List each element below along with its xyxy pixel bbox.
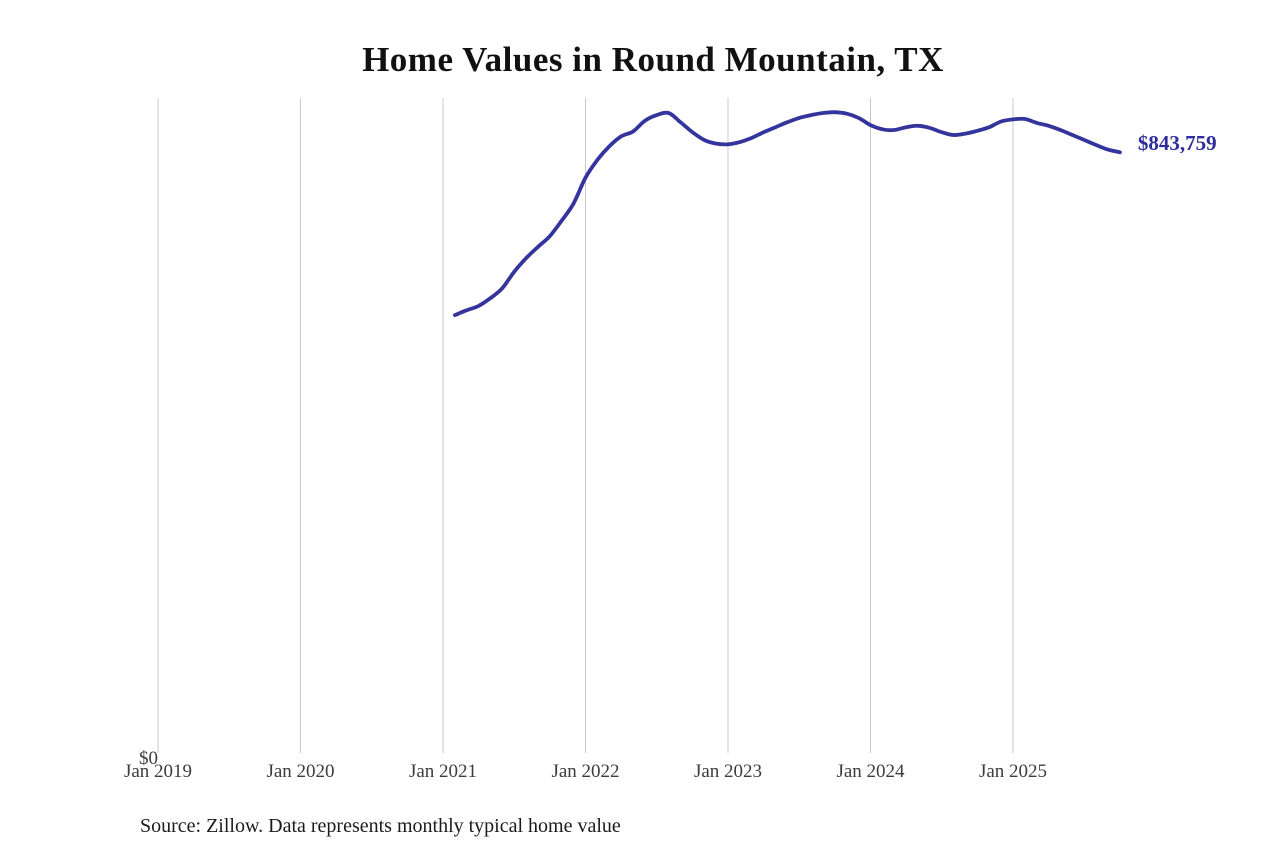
year-gridlines: [157, 98, 1014, 753]
chart-title: Home Values in Round Mountain, TX: [362, 40, 944, 79]
x-tick-label: Jan 2019: [123, 761, 193, 782]
y-axis-zero-label: $0: [139, 748, 158, 769]
source-note: Source: Zillow. Data represents monthly …: [140, 815, 621, 837]
home-value-line: [453, 110, 1122, 317]
x-tick-label: Jan 2023: [693, 761, 763, 782]
x-tick-label: Jan 2021: [408, 761, 478, 782]
x-tick-label: Jan 2020: [266, 761, 335, 782]
x-tick-label: Jan 2025: [978, 761, 1048, 782]
x-tick-label: Jan 2024: [836, 761, 905, 782]
latest-value-label: $843,759: [1137, 131, 1217, 156]
x-tick-label: Jan 2022: [551, 761, 620, 782]
